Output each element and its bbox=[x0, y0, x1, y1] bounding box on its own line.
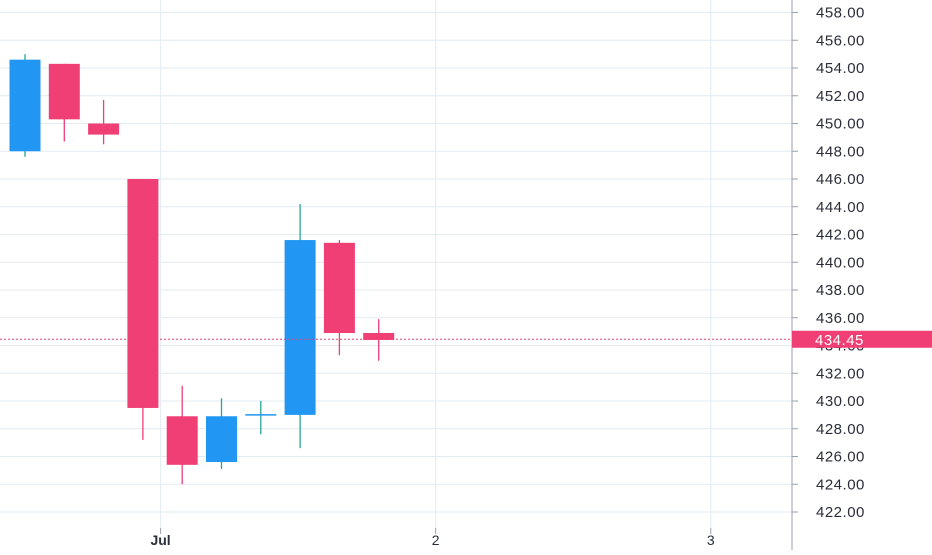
price-axis[interactable]: 458.00 456.00 454.00 452.00 450.00 448.00 446.… bbox=[792, 5, 865, 522]
candle-body bbox=[88, 123, 120, 135]
price-tick-label: 426.00 bbox=[816, 449, 865, 466]
price-tick-label: 444.00 bbox=[816, 199, 865, 216]
price-tick-label: 448.00 bbox=[816, 143, 865, 160]
candle-body bbox=[284, 240, 316, 415]
candle[interactable] bbox=[245, 401, 277, 435]
price-tick-label: 446.00 bbox=[816, 171, 865, 188]
candle-body bbox=[9, 59, 41, 152]
current-price-label: 434.45 bbox=[815, 332, 864, 349]
candle-body bbox=[363, 333, 395, 340]
candle[interactable] bbox=[323, 240, 355, 356]
price-tick-label: 458.00 bbox=[816, 5, 865, 22]
current-price-tag: 434.45 bbox=[792, 330, 932, 349]
grid-lines bbox=[0, 0, 792, 528]
price-tick-label: 454.00 bbox=[816, 60, 865, 77]
time-tick-label: 3 bbox=[707, 532, 715, 548]
time-axis[interactable]: Jul 2 3 bbox=[150, 528, 715, 548]
price-tick-label: 440.00 bbox=[816, 254, 865, 271]
candle-body bbox=[166, 416, 198, 465]
candle-body bbox=[127, 179, 159, 408]
time-tick-label: 2 bbox=[432, 532, 440, 548]
price-tick-label: 428.00 bbox=[816, 421, 865, 438]
candle[interactable] bbox=[206, 398, 237, 469]
price-tick-label: 452.00 bbox=[816, 88, 865, 105]
price-tick-label: 442.00 bbox=[816, 227, 865, 244]
price-tick-label: 430.00 bbox=[816, 393, 865, 410]
candle[interactable] bbox=[363, 319, 395, 361]
price-tick-label: 424.00 bbox=[816, 476, 865, 493]
candle-body bbox=[206, 416, 237, 463]
candle[interactable] bbox=[88, 99, 120, 145]
candle[interactable] bbox=[284, 203, 316, 449]
candle[interactable] bbox=[9, 54, 41, 157]
price-tick-label: 456.00 bbox=[816, 32, 865, 49]
candle[interactable] bbox=[127, 179, 159, 440]
candle[interactable] bbox=[166, 385, 198, 485]
price-tick-label: 450.00 bbox=[816, 116, 865, 133]
time-tick-label: Jul bbox=[150, 532, 170, 548]
candle-body bbox=[48, 63, 80, 120]
candle-body bbox=[323, 242, 355, 334]
price-tick-label: 438.00 bbox=[816, 282, 865, 299]
price-tick-label: 432.00 bbox=[816, 365, 865, 382]
price-tick-label: 422.00 bbox=[816, 504, 865, 521]
price-tick-label: 436.00 bbox=[816, 310, 865, 327]
candle[interactable] bbox=[48, 63, 80, 142]
candles[interactable] bbox=[9, 54, 395, 485]
